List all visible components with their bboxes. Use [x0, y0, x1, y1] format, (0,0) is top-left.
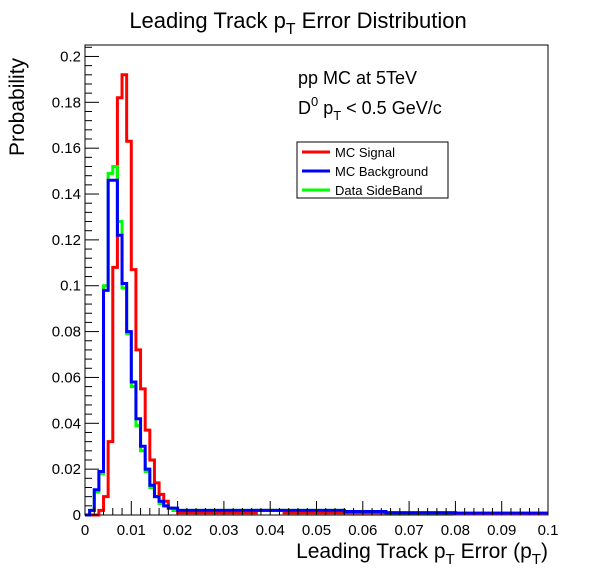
y-tick-label: 0.14: [52, 186, 81, 203]
y-tick-label: 0.1: [60, 278, 81, 295]
y-tick-label: 0.04: [52, 415, 81, 432]
y-axis-title: Probability: [6, 57, 29, 156]
y-tick-label: 0.02: [52, 461, 81, 478]
y-tick-label: 0.06: [52, 369, 81, 386]
x-tick-label: 0.1: [538, 522, 559, 539]
y-tick-label: 0.16: [52, 140, 81, 157]
legend-label-mc-background: MC Background: [335, 164, 428, 179]
y-tick-label: 0: [73, 507, 81, 524]
y-tick-label: 0.2: [60, 48, 81, 65]
x-tick-label: 0.04: [256, 522, 285, 539]
legend: MC Signal MC Background Data SideBand: [297, 142, 448, 198]
annotation-dataset: pp MC at 5TeV: [298, 68, 417, 88]
x-tick-label: 0.06: [348, 522, 377, 539]
y-tick-label: 0.18: [52, 94, 81, 111]
x-tick-label: 0.03: [209, 522, 238, 539]
x-tick-label: 0.07: [394, 522, 423, 539]
x-tick-label: 0.09: [487, 522, 516, 539]
x-tick-label: 0: [81, 522, 89, 539]
x-tick-label: 0.05: [302, 522, 331, 539]
legend-label-data-sideband: Data SideBand: [335, 183, 422, 198]
y-tick-label: 0.08: [52, 324, 81, 341]
x-tick-label: 0.01: [117, 522, 146, 539]
x-tick-label: 0.08: [441, 522, 470, 539]
legend-label-mc-signal: MC Signal: [335, 145, 395, 160]
y-tick-label: 0.12: [52, 232, 81, 249]
x-tick-label: 0.02: [163, 522, 192, 539]
